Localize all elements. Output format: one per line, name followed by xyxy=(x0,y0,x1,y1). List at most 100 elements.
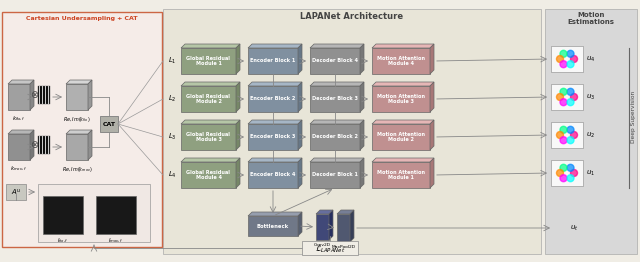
Polygon shape xyxy=(298,158,302,188)
Text: Encoder Block 4: Encoder Block 4 xyxy=(250,172,296,177)
Polygon shape xyxy=(30,80,34,110)
Text: $Re,Im(k_{mov})$: $Re,Im(k_{mov})$ xyxy=(61,165,92,174)
Bar xyxy=(38,136,40,154)
Polygon shape xyxy=(181,44,240,48)
Bar xyxy=(551,84,583,110)
Polygon shape xyxy=(248,120,302,124)
Text: Motion Attention
Module 3: Motion Attention Module 3 xyxy=(377,94,425,104)
Polygon shape xyxy=(372,82,434,86)
Text: $I_{fix,f}$: $I_{fix,f}$ xyxy=(57,237,69,245)
Text: Cartesian Undersampling + CAT: Cartesian Undersampling + CAT xyxy=(26,16,138,21)
Text: Motion
Estimations: Motion Estimations xyxy=(568,12,614,25)
Text: CAT: CAT xyxy=(102,122,115,127)
Circle shape xyxy=(567,99,574,106)
Bar xyxy=(43,196,83,234)
Bar xyxy=(302,241,358,255)
Bar xyxy=(47,86,49,104)
Circle shape xyxy=(567,126,574,133)
Polygon shape xyxy=(8,80,34,84)
Text: $u_t$: $u_t$ xyxy=(570,223,579,233)
Polygon shape xyxy=(181,82,240,86)
Text: Motion Attention
Module 4: Motion Attention Module 4 xyxy=(377,56,425,66)
Text: $\otimes$: $\otimes$ xyxy=(30,139,40,150)
Polygon shape xyxy=(298,212,302,236)
Text: Bottleneck: Bottleneck xyxy=(257,223,289,228)
Bar xyxy=(45,136,46,154)
Bar xyxy=(248,216,298,236)
Bar xyxy=(38,86,40,104)
Text: $u_2$: $u_2$ xyxy=(586,130,595,140)
Polygon shape xyxy=(88,130,92,160)
Polygon shape xyxy=(310,158,364,162)
Text: Global Residual
Module 4: Global Residual Module 4 xyxy=(186,170,230,181)
Bar xyxy=(181,162,236,188)
Circle shape xyxy=(570,94,577,101)
Bar xyxy=(8,134,30,160)
Circle shape xyxy=(557,94,563,101)
Bar xyxy=(181,48,236,74)
Polygon shape xyxy=(329,210,333,240)
Bar xyxy=(181,124,236,150)
Bar xyxy=(66,84,88,110)
Text: $L_1$: $L_1$ xyxy=(168,56,177,66)
Circle shape xyxy=(560,50,567,57)
Polygon shape xyxy=(298,120,302,150)
Bar xyxy=(310,162,360,188)
Polygon shape xyxy=(372,158,434,162)
Bar xyxy=(310,48,360,74)
Circle shape xyxy=(567,50,574,57)
Text: Decoder Block 2: Decoder Block 2 xyxy=(312,134,358,139)
Polygon shape xyxy=(316,210,333,214)
Circle shape xyxy=(560,88,567,95)
Bar xyxy=(6,184,26,200)
Bar xyxy=(248,124,298,150)
Text: $\mathcal{L}_{LAPANet}$: $\mathcal{L}_{LAPANet}$ xyxy=(315,243,345,255)
Circle shape xyxy=(560,61,567,68)
Circle shape xyxy=(560,137,567,144)
Polygon shape xyxy=(372,44,434,48)
Text: MaxPool2D: MaxPool2D xyxy=(332,245,355,249)
Bar xyxy=(310,124,360,150)
Bar xyxy=(66,134,88,160)
Text: Global Residual
Module 3: Global Residual Module 3 xyxy=(186,132,230,143)
Text: Global Residual
Module 1: Global Residual Module 1 xyxy=(186,56,230,66)
Text: Encoder Block 3: Encoder Block 3 xyxy=(250,134,296,139)
Polygon shape xyxy=(430,44,434,74)
Polygon shape xyxy=(430,82,434,112)
Circle shape xyxy=(567,164,574,171)
Polygon shape xyxy=(88,80,92,110)
Text: $L_2$: $L_2$ xyxy=(168,94,177,104)
Text: Deep Supervision: Deep Supervision xyxy=(630,90,636,143)
Bar xyxy=(372,162,430,188)
Polygon shape xyxy=(236,158,240,188)
Bar xyxy=(8,84,30,110)
Polygon shape xyxy=(236,82,240,112)
Bar xyxy=(372,124,430,150)
Bar xyxy=(248,162,298,188)
Circle shape xyxy=(560,175,567,182)
Bar xyxy=(316,214,329,240)
Polygon shape xyxy=(298,44,302,74)
Polygon shape xyxy=(8,130,34,134)
Polygon shape xyxy=(337,210,354,214)
Circle shape xyxy=(560,126,567,133)
Polygon shape xyxy=(66,130,92,134)
Bar xyxy=(96,196,136,234)
Text: Encoder Block 1: Encoder Block 1 xyxy=(250,58,296,63)
Polygon shape xyxy=(372,120,434,124)
Text: $L_4$: $L_4$ xyxy=(168,170,177,180)
Polygon shape xyxy=(181,120,240,124)
Circle shape xyxy=(560,164,567,171)
Polygon shape xyxy=(310,82,364,86)
Circle shape xyxy=(557,132,563,139)
Text: $k_{mov,f}$: $k_{mov,f}$ xyxy=(10,165,28,173)
Bar xyxy=(248,86,298,112)
Circle shape xyxy=(557,56,563,63)
Polygon shape xyxy=(181,158,240,162)
Text: Encoder Block 2: Encoder Block 2 xyxy=(250,96,296,101)
Polygon shape xyxy=(248,158,302,162)
Bar xyxy=(47,136,49,154)
Text: $u_4$: $u_4$ xyxy=(586,54,595,64)
Polygon shape xyxy=(350,210,354,242)
Text: $L_3$: $L_3$ xyxy=(168,132,177,142)
